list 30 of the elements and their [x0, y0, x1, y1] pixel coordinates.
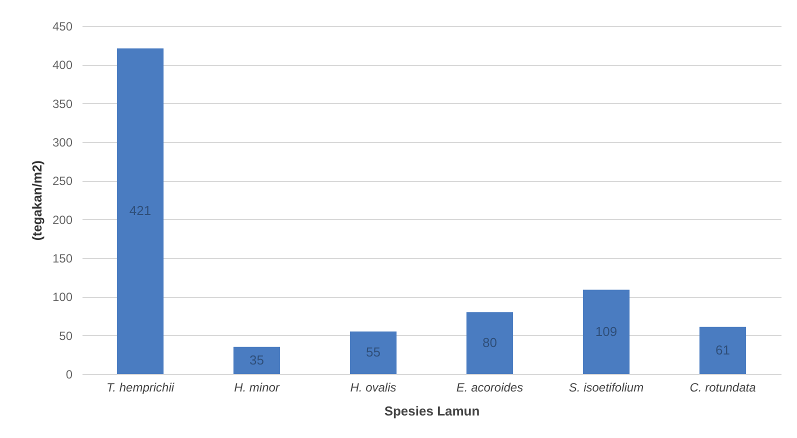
bar [582, 290, 630, 374]
y-tick-label: 250 [52, 174, 73, 188]
bar [116, 48, 164, 374]
bar [466, 312, 514, 374]
data-label: 109 [595, 324, 618, 339]
data-label: 80 [482, 335, 497, 350]
y-tick-label: 150 [52, 252, 73, 266]
bar [699, 326, 746, 374]
y-tick-label: 300 [52, 136, 73, 150]
y-axis-title: (tegakan/m2) [29, 160, 44, 241]
x-tick-label: C. rotundata [690, 380, 756, 394]
data-label: 35 [250, 352, 264, 368]
x-axis-title: Spesies Lamun [384, 404, 480, 418]
x-tick-label: H. ovalis [350, 380, 396, 394]
y-tick-label: 350 [52, 96, 73, 111]
x-tick-label: H. minor [234, 380, 280, 394]
bar [233, 346, 280, 374]
data-label: 55 [366, 344, 380, 360]
x-tick-label: T. hemprichii [106, 380, 174, 394]
y-tick-label: 400 [52, 58, 73, 72]
data-label: 61 [716, 342, 730, 358]
y-tick-label: 450 [52, 20, 73, 34]
x-tick-label: E. acoroides [456, 380, 524, 394]
y-tick-label: 100 [52, 290, 73, 304]
y-tick-label: 0 [66, 368, 73, 382]
y-tick-label: 200 [52, 212, 73, 227]
bar [350, 331, 397, 374]
y-tick-label: 50 [59, 328, 73, 343]
data-label: 421 [129, 203, 152, 218]
x-tick-label: S. isoetifolium [568, 380, 644, 394]
